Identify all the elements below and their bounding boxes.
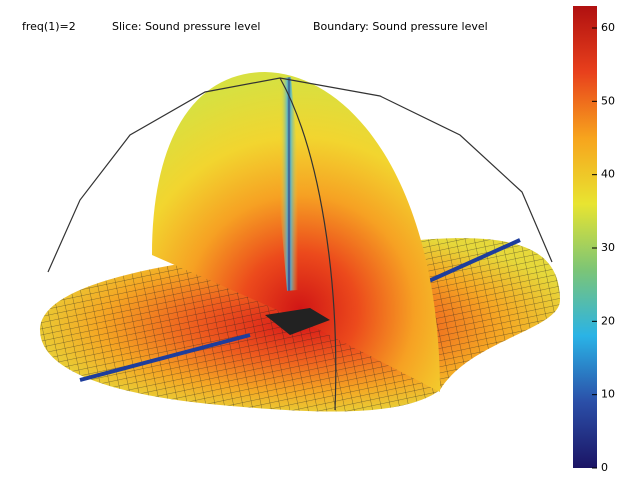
tick-label: 0 xyxy=(601,461,608,474)
tick-label: 50 xyxy=(601,94,615,107)
tick-label: 30 xyxy=(601,241,615,254)
tick-label: 60 xyxy=(601,21,615,34)
header: freq(1)=2 Slice: Sound pressure level Bo… xyxy=(22,20,488,33)
visualization xyxy=(40,72,560,412)
colorbar xyxy=(573,6,597,468)
tick-label: 40 xyxy=(601,168,615,181)
tick-label: 20 xyxy=(601,314,615,327)
freq-label: freq(1)=2 xyxy=(22,20,76,33)
slice-label: Slice: Sound pressure level xyxy=(112,20,260,33)
tick-label: 10 xyxy=(601,388,615,401)
boundary-label: Boundary: Sound pressure level xyxy=(313,20,488,33)
plot: freq(1)=2 Slice: Sound pressure level Bo… xyxy=(0,0,633,478)
